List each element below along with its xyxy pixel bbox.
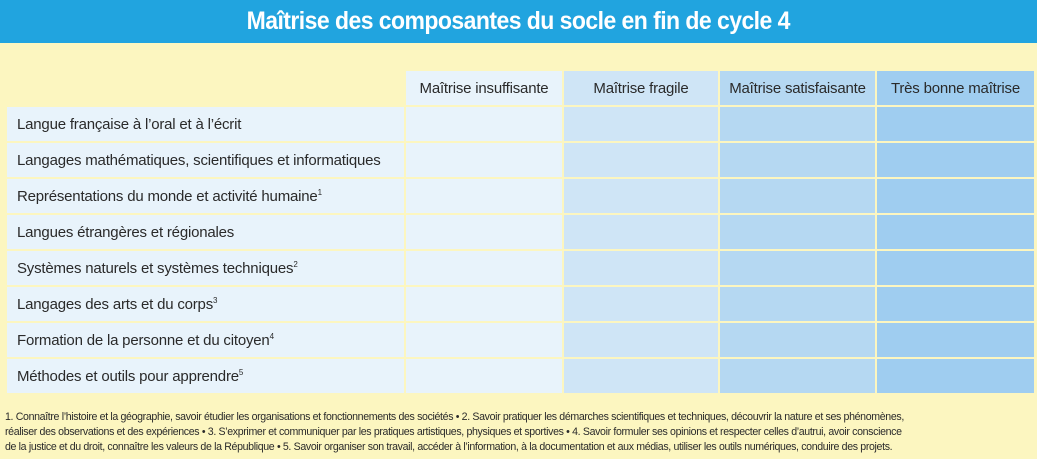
level-cell-very-good[interactable]: [877, 107, 1034, 141]
column-header-fragile: Maîtrise fragile: [564, 71, 718, 105]
level-cell-fragile[interactable]: [564, 215, 718, 249]
row-label: Systèmes naturels et systèmes techniques…: [7, 251, 404, 285]
level-cell-fragile[interactable]: [564, 287, 718, 321]
row-label: Représentations du monde et activité hum…: [7, 179, 404, 213]
footnote-ref: 3: [213, 295, 218, 305]
level-cell-very-good[interactable]: [877, 143, 1034, 177]
footnote-ref: 1: [317, 187, 322, 197]
footnote-line: réaliser des observations et des expérie…: [5, 426, 902, 438]
level-cell-insufficient[interactable]: [406, 179, 562, 213]
row-label-text: Formation de la personne et du citoyen: [17, 331, 270, 349]
level-cell-satisfying[interactable]: [720, 323, 875, 357]
level-cell-satisfying[interactable]: [720, 215, 875, 249]
footnote-line: de la justice et du droit, connaître les…: [5, 441, 893, 453]
table-row: Représentations du monde et activité hum…: [7, 179, 1034, 213]
footnote-ref: 5: [238, 367, 244, 377]
table-row: Langages mathématiques, scientifiques et…: [7, 143, 1034, 177]
level-cell-fragile[interactable]: [564, 323, 718, 357]
level-cell-satisfying[interactable]: [720, 251, 875, 285]
level-cell-insufficient[interactable]: [406, 323, 562, 357]
column-header-very-good: Très bonne maîtrise: [877, 71, 1034, 105]
level-cell-very-good[interactable]: [877, 215, 1034, 249]
level-cell-very-good[interactable]: [877, 359, 1034, 393]
level-cell-fragile[interactable]: [564, 107, 718, 141]
table-row: Systèmes naturels et systèmes techniques…: [7, 251, 1034, 285]
footnotes: 1. Connaître l’histoire et la géographie…: [5, 410, 1035, 455]
column-header-insufficient: Maîtrise insuffisante: [406, 71, 562, 105]
level-cell-fragile[interactable]: [564, 143, 718, 177]
level-cell-very-good[interactable]: [877, 287, 1034, 321]
level-cell-very-good[interactable]: [877, 323, 1034, 357]
table-row: Langue française à l’oral et à l’écrit: [7, 107, 1034, 141]
table-header-row: Maîtrise insuffisante Maîtrise fragile M…: [7, 71, 1034, 105]
row-label-text: Langues étrangères et régionales: [17, 223, 235, 241]
table-row: Langages des arts et du corps3: [7, 287, 1034, 321]
level-cell-satisfying[interactable]: [720, 287, 875, 321]
level-cell-satisfying[interactable]: [720, 179, 875, 213]
level-cell-satisfying[interactable]: [720, 359, 875, 393]
row-label-text: Langages mathématiques, scientifiques et…: [17, 151, 381, 169]
level-cell-insufficient[interactable]: [406, 107, 562, 141]
row-label-text: Langue française à l’oral et à l’écrit: [17, 115, 242, 133]
level-cell-satisfying[interactable]: [720, 143, 875, 177]
level-cell-insufficient[interactable]: [406, 251, 562, 285]
level-cell-insufficient[interactable]: [406, 215, 562, 249]
level-cell-insufficient[interactable]: [406, 143, 562, 177]
footnote-ref: 4: [269, 331, 274, 341]
table-row: Formation de la personne et du citoyen4: [7, 323, 1034, 357]
level-cell-very-good[interactable]: [877, 179, 1034, 213]
table-row: Méthodes et outils pour apprendre5: [7, 359, 1034, 393]
footnote-line: 1. Connaître l’histoire et la géographie…: [5, 411, 904, 423]
level-cell-fragile[interactable]: [564, 251, 718, 285]
table-row: Langues étrangères et régionales: [7, 215, 1034, 249]
row-label-text: Langages des arts et du corps: [17, 295, 213, 313]
header-corner: [7, 71, 404, 105]
level-cell-fragile[interactable]: [564, 179, 718, 213]
competency-table: Maîtrise insuffisante Maîtrise fragile M…: [5, 69, 1036, 395]
column-header-satisfying: Maîtrise satisfaisante: [720, 71, 875, 105]
row-label: Formation de la personne et du citoyen4: [7, 323, 404, 357]
row-label: Méthodes et outils pour apprendre5: [7, 359, 404, 393]
level-cell-insufficient[interactable]: [406, 287, 562, 321]
row-label: Langages mathématiques, scientifiques et…: [7, 143, 404, 177]
level-cell-satisfying[interactable]: [720, 107, 875, 141]
row-label: Langues étrangères et régionales: [7, 215, 404, 249]
page-title: Maîtrise des composantes du socle en fin…: [246, 7, 791, 35]
level-cell-insufficient[interactable]: [406, 359, 562, 393]
level-cell-very-good[interactable]: [877, 251, 1034, 285]
row-label-text: Représentations du monde et activité hum…: [17, 187, 318, 205]
row-label: Langue française à l’oral et à l’écrit: [7, 107, 404, 141]
level-cell-fragile[interactable]: [564, 359, 718, 393]
title-bar: Maîtrise des composantes du socle en fin…: [0, 0, 1037, 43]
row-label-text: Méthodes et outils pour apprendre: [17, 367, 239, 385]
footnote-ref: 2: [293, 259, 298, 269]
row-label: Langages des arts et du corps3: [7, 287, 404, 321]
row-label-text: Systèmes naturels et systèmes techniques: [17, 259, 294, 277]
